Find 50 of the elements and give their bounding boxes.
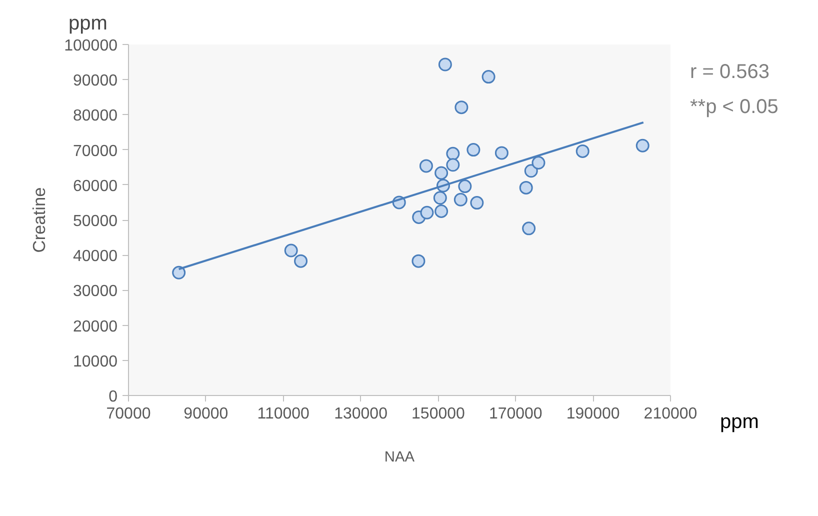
x-tick-label: 130000: [334, 406, 388, 422]
y-tick-label: 10000: [73, 353, 118, 370]
point: [494, 146, 508, 160]
point: [433, 191, 447, 205]
y-tick-label: 100000: [64, 38, 118, 54]
point: [434, 204, 448, 218]
point: [434, 166, 448, 180]
point: [532, 156, 546, 170]
point: [419, 159, 433, 173]
text: ppm: [720, 410, 759, 435]
point: [470, 196, 484, 210]
x-tick-label: 90000: [184, 406, 228, 422]
x-tick-label: 190000: [566, 406, 620, 422]
point: [446, 146, 460, 160]
point: [524, 164, 538, 178]
point: [458, 180, 472, 194]
y-tick-label: 60000: [73, 178, 118, 195]
y-tick-label: 20000: [73, 318, 118, 336]
text: ppm: [68, 12, 108, 34]
x-axis-title: NAA: [384, 450, 415, 466]
y-tick-label: 40000: [73, 248, 118, 266]
point: [454, 100, 468, 114]
point: [172, 266, 186, 280]
point: [420, 206, 434, 220]
y-tick-label: 90000: [73, 72, 118, 90]
y-tick-label: 30000: [73, 283, 118, 300]
point: [294, 254, 308, 268]
x-tick-label: 210000: [644, 406, 698, 422]
point: [636, 138, 650, 152]
y-tick-label: 0: [108, 388, 118, 406]
x-tick-label: 70000: [106, 406, 151, 422]
point: [576, 144, 590, 158]
point: [438, 58, 452, 72]
y-tick-label: 80000: [73, 108, 118, 125]
y-tick-label: 70000: [73, 142, 118, 160]
point: [412, 254, 426, 268]
x-tick-label: 150000: [412, 406, 466, 422]
point: [454, 192, 468, 206]
point: [446, 158, 460, 172]
point: [482, 70, 496, 84]
text: **p < 0.05: [690, 94, 778, 120]
point: [519, 180, 533, 194]
point: [466, 143, 480, 157]
x-tick-label: 110000: [257, 406, 310, 422]
y-axis-title: Creatine: [29, 187, 50, 253]
point: [284, 244, 298, 258]
x-tick-label: 170000: [488, 406, 542, 422]
point: [522, 222, 536, 236]
text: r = 0.563: [690, 60, 771, 85]
y-tick-label: 50000: [73, 213, 118, 230]
